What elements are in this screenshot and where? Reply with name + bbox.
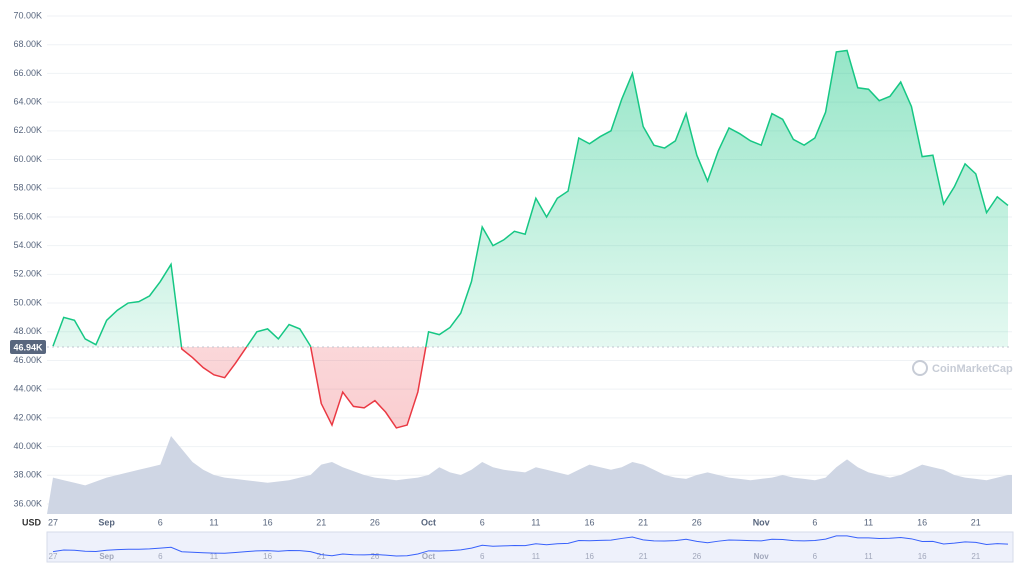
navigator-label: 6 — [813, 552, 818, 561]
navigator-label: 11 — [532, 552, 541, 561]
x-tick-label: 16 — [585, 517, 595, 527]
volume — [47, 436, 1012, 514]
navigator-label: 16 — [918, 552, 927, 561]
y-tick-label: 52.00K — [13, 269, 42, 279]
y-tick-label: 56.00K — [13, 211, 42, 221]
x-tick-label: 21 — [316, 517, 326, 527]
currency: USD — [22, 517, 42, 527]
navigator-label: 21 — [639, 552, 648, 561]
x-tick-label: Sep — [98, 517, 115, 527]
y-tick-label: 48.00K — [13, 326, 42, 336]
navigator-label: 21 — [317, 552, 326, 561]
x-tick-label: 26 — [370, 517, 380, 527]
y-tick-label: 36.00K — [13, 498, 42, 508]
y-tick-label: 62.00K — [13, 125, 42, 135]
y-tick-label: 64.00K — [13, 96, 42, 106]
x-tick-label: Oct — [421, 517, 436, 527]
x-tick-label: 26 — [692, 517, 702, 527]
y-tick-label: 60.00K — [13, 154, 42, 164]
y-tick-label: 58.00K — [13, 183, 42, 193]
area-up — [53, 50, 1008, 347]
x-tick-label: 6 — [812, 517, 817, 527]
x-tick-label: 21 — [971, 517, 981, 527]
navigator-label: 26 — [370, 552, 379, 561]
x-tick-label: 16 — [263, 517, 273, 527]
x-tick-label: 16 — [917, 517, 927, 527]
navigator-label: Sep — [99, 552, 114, 561]
navigator-line — [52, 535, 1009, 557]
x-tick-label: 27 — [48, 517, 58, 527]
y-tick-label: 46.00K — [13, 355, 42, 365]
x-tick-label: 11 — [531, 517, 540, 527]
x-tick-label: 21 — [638, 517, 648, 527]
line-down — [180, 346, 427, 429]
watermark: CoinMarketCap — [912, 360, 1013, 376]
y-tick-label: 40.00K — [13, 441, 42, 451]
navigator-label: 11 — [210, 552, 219, 561]
y-tick-label: 54.00K — [13, 240, 42, 250]
y-tick-label: 70.00K — [13, 10, 42, 20]
navigator-label: 21 — [971, 552, 980, 561]
y-tick-label: 68.00K — [13, 39, 42, 49]
watermark-text: CoinMarketCap — [932, 363, 1013, 375]
x-tick-label: 11 — [864, 517, 873, 527]
navigator-label: Oct — [422, 552, 436, 561]
volume-area — [47, 436, 1012, 514]
axis: 36.00K 38.00K 40.00K 42.00K 44.00K 46.00K 48.0… — [13, 10, 1009, 561]
baseline-label: 46.94K — [13, 342, 43, 352]
navigator-label: 6 — [480, 552, 485, 561]
navigator-label: 16 — [585, 552, 594, 561]
navigator-label: 26 — [692, 552, 701, 561]
x-tick-label: Nov — [753, 517, 770, 527]
navigator-label: Nov — [754, 552, 770, 561]
navigator-label: 6 — [158, 552, 163, 561]
y-tick-label: 50.00K — [13, 297, 42, 307]
line-up — [52, 49, 1009, 347]
price: 46.94K — [10, 49, 1012, 429]
baseline-tag — [10, 339, 46, 354]
y-tick-label: 66.00K — [13, 68, 42, 78]
y-tick-label: 44.00K — [13, 384, 42, 394]
y-tick-label: 38.00K — [13, 470, 42, 480]
logo — [912, 360, 928, 376]
navigator-label: 11 — [864, 552, 873, 561]
navigator-label: 27 — [49, 552, 58, 561]
navigator-label: 16 — [263, 552, 272, 561]
x-tick-label: 11 — [209, 517, 218, 527]
x-tick-label: 6 — [480, 517, 485, 527]
y-tick-label: 42.00K — [13, 412, 42, 422]
x-tick-label: 6 — [158, 517, 163, 527]
